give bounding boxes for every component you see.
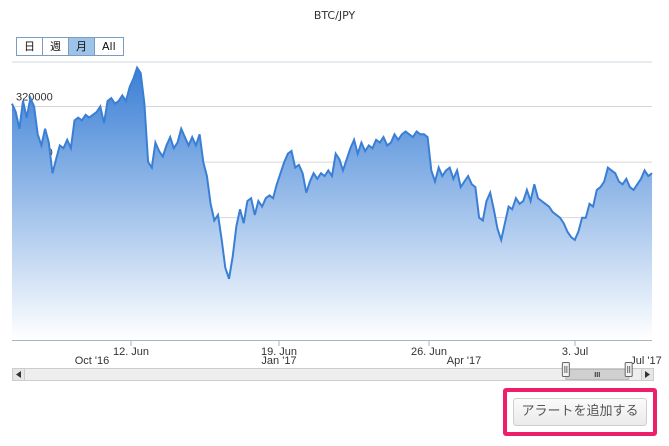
- range-button-0[interactable]: 日: [17, 38, 43, 55]
- chart-title: BTC/JPY: [313, 9, 356, 22]
- navigator-tick-label: Jan '17: [261, 355, 296, 367]
- x-tick-label: 19. Jun: [261, 346, 297, 358]
- range-button-1[interactable]: 週: [43, 38, 69, 55]
- x-tick-label: 12. Jun: [113, 346, 149, 358]
- navigator-scrollbar-track[interactable]: [12, 368, 654, 381]
- navigator-handle-right[interactable]: [624, 362, 633, 377]
- chevron-right-icon: [645, 371, 650, 378]
- chevron-left-icon: [16, 371, 21, 378]
- range-button-2[interactable]: 月: [69, 38, 95, 55]
- navigator-tick-label: Apr '17: [447, 355, 482, 367]
- range-selector: 日週月 All: [16, 37, 124, 56]
- price-line: [11, 65, 653, 280]
- price-area: [12, 67, 652, 340]
- navigator-tick-label: Jul '17: [630, 355, 661, 367]
- add-alert-button[interactable]: アラートを追加する: [513, 398, 647, 426]
- x-tick-label: 3. Jul: [562, 346, 588, 358]
- y-tick-label: 320000: [16, 91, 53, 103]
- range-button-3[interactable]: All: [102, 40, 116, 53]
- navigator-tick-label: Oct '16: [75, 355, 110, 367]
- alert-highlight: アラートを追加する: [503, 388, 657, 436]
- navigator-handle-left[interactable]: [561, 362, 570, 377]
- x-tick-label: 26. Jun: [411, 346, 447, 358]
